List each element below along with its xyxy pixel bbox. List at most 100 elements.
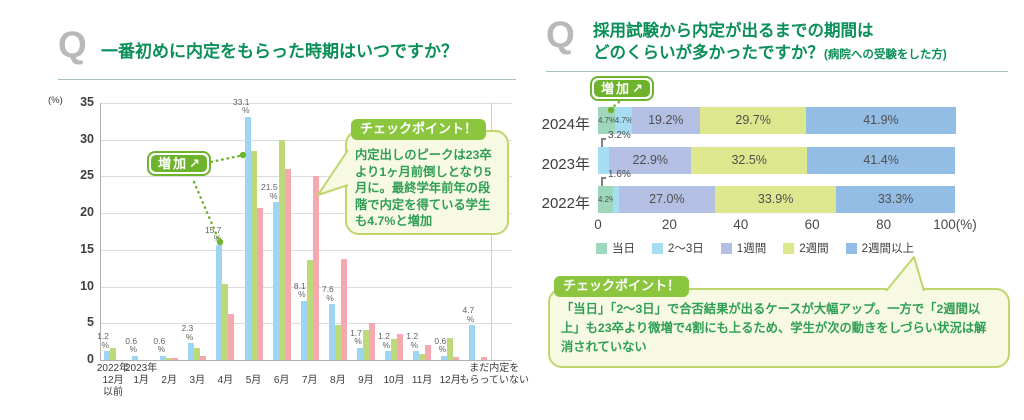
x-category-label-c3: 3月 <box>189 375 206 386</box>
legend-swatch-2～3日 <box>652 242 663 254</box>
left-bar-green-c8 <box>334 324 341 360</box>
left-title-underline <box>58 79 516 80</box>
left-bar-blue-c2 <box>160 355 167 360</box>
y-tick-label-5: 5 <box>87 315 94 330</box>
bracket-hline-2023年 <box>601 138 606 140</box>
left-bar-green-c5 <box>250 150 257 360</box>
segment-2022年-2週間以上 <box>836 186 955 213</box>
row-label-2024年: 2024年 <box>541 116 590 133</box>
x-tick-label-20: 20 <box>661 217 677 232</box>
increase-badge-left-label: 増加 <box>158 156 189 171</box>
checkpoint-tab-left: チェックポイント！ <box>351 119 487 140</box>
x-category-label-c2: 2月 <box>161 375 177 386</box>
left-bar-blue-c5 <box>244 116 251 360</box>
left-bar-green-c9 <box>362 329 369 360</box>
legend-item-1週間: 1週間 <box>720 240 767 256</box>
segment-label-2022年-当日: 4.2% <box>598 195 617 204</box>
bracket-label-2023年-2～3日: 3.2% <box>608 130 631 141</box>
x-category-label-c0: 2022年 12月 以前 <box>96 363 130 398</box>
checkpoint-tab-right: チェックポイント！ <box>554 276 690 297</box>
bracket-hline-2022年 <box>601 177 606 179</box>
left-bar-blue-c4 <box>216 244 223 360</box>
left-bar-blue-c8 <box>328 304 335 360</box>
x-axis-line <box>100 360 512 361</box>
y-tick-label-15: 15 <box>80 241 94 256</box>
y-tick-label-25: 25 <box>80 168 94 183</box>
y-tick-label-30: 30 <box>80 131 94 146</box>
x-tick-label-40: 40 <box>733 217 749 232</box>
segment-2023年-2週間 <box>691 147 808 174</box>
bar-value-label-c5: 33.1 % <box>232 96 250 116</box>
left-bar-blue-c13 <box>469 325 476 360</box>
checkpoint-body-right: 「当日」「2～3日」で合否結果が出るケースが大幅アップ。一方で「2週間以上」も2… <box>561 302 987 354</box>
left-bar-pink-c13 <box>481 357 488 360</box>
q-icon-right: Q <box>546 14 575 55</box>
bar-value-label-c13: 4.7 % <box>462 305 475 324</box>
bracket-vline-2022年 <box>601 177 603 186</box>
checkpoint-body-left: 内定出しのピークは23卒より1ヶ月前倒しとなり5月に。最終学年前年の段階で内定を… <box>355 148 492 228</box>
bar-value-label-c1: 0.6 % <box>125 335 138 355</box>
segment-2023年-2～3日 <box>598 147 610 174</box>
dotted-line-to-may-bar <box>204 154 241 165</box>
left-bar-green-c12 <box>447 337 454 360</box>
segment-label-2023年-1週間: 22.9% <box>632 153 669 167</box>
increase-badge-right: 増加 ↗ <box>590 76 654 101</box>
x-tick-label-0: 0 <box>594 217 602 232</box>
legend-item-2週間以上: 2週間以上 <box>845 240 914 256</box>
bubble-tail-right <box>885 256 925 292</box>
x-category-label-c12: 12月 <box>439 375 461 386</box>
segment-label-2022年-2週間: 33.9% <box>757 192 794 206</box>
left-bar-pink-c11 <box>425 344 432 360</box>
x-category-label-c6: 6月 <box>273 375 290 386</box>
legend: 当日 2～3日 1週間 2週間 2週間以上 <box>596 240 914 256</box>
left-bar-pink-c4 <box>228 313 235 360</box>
y-tick-label-0: 0 <box>87 352 94 366</box>
bar-value-label-c7: 8.1 % <box>293 280 306 300</box>
left-bar-blue-c11 <box>413 351 420 360</box>
segment-label-2024年-1週間: 19.2% <box>648 113 684 127</box>
left-bar-pink-c5 <box>256 208 263 360</box>
x-tick-label-80: 80 <box>876 217 892 232</box>
gridline-25 <box>100 176 512 178</box>
segment-2022年-2～3日 <box>612 186 619 213</box>
segment-label-2022年-2週間以上: 33.3% <box>877 192 914 206</box>
bar-value-label-c9: 1.7 % <box>350 327 362 347</box>
left-bar-pink-c9 <box>368 322 375 360</box>
bracket-vline-2023年 <box>601 138 603 147</box>
bar-value-label-c6: 21.5 % <box>261 182 278 201</box>
gridline-35 <box>100 103 512 104</box>
legend-swatch-1週間 <box>720 242 732 254</box>
right-chart-title-line2: どのくらいが多かったですか？(病院への受験をした方) <box>593 39 947 63</box>
left-bar-blue-c1 <box>132 355 139 360</box>
gridline-20 <box>100 213 512 215</box>
legend-swatch-2週間以上 <box>845 242 857 254</box>
right-title-main: どのくらいが多かったですか？ <box>593 44 824 62</box>
legend-label-当日: 当日 <box>612 243 635 255</box>
segment-2022年-当日 <box>598 186 613 213</box>
legend-swatch-当日 <box>596 242 607 254</box>
left-bar-blue-c0 <box>104 351 110 360</box>
legend-label-2～3日: 2～3日 <box>668 243 704 255</box>
segment-2024年-当日 <box>598 107 615 134</box>
left-bar-pink-c7 <box>312 176 319 360</box>
x-category-label-c9: 9月 <box>358 375 374 386</box>
right-title-underline <box>546 71 1008 72</box>
left-bar-green-c10 <box>391 338 397 360</box>
left-bar-pink-c3 <box>200 356 207 360</box>
legend-item-2～3日: 2～3日 <box>652 240 704 256</box>
checkpoint-bubble-right <box>548 288 1010 368</box>
left-chart-title: 一番初めに内定をもらった時期はいつですか？ <box>101 42 458 61</box>
up-arrow-icon-left: ↗ <box>189 156 200 171</box>
bracket-label-2022年-2～3日: 1.6% <box>608 169 631 180</box>
bar-value-label-c0: 1.2 % <box>97 331 109 350</box>
bar-value-label-c4: 15.7 % <box>204 224 222 244</box>
left-bar-blue-c7 <box>300 300 307 360</box>
left-bar-blue-c6 <box>272 202 279 360</box>
up-arrow-icon-right: ↗ <box>632 81 643 96</box>
legend-label-1週間: 1週間 <box>736 243 767 255</box>
bar-value-label-c2: 0.6 % <box>153 335 166 355</box>
left-bar-green-c2 <box>166 357 173 360</box>
increase-badge-right-inner: 増加 ↗ <box>594 80 650 97</box>
left-bar-pink-c8 <box>340 258 347 360</box>
